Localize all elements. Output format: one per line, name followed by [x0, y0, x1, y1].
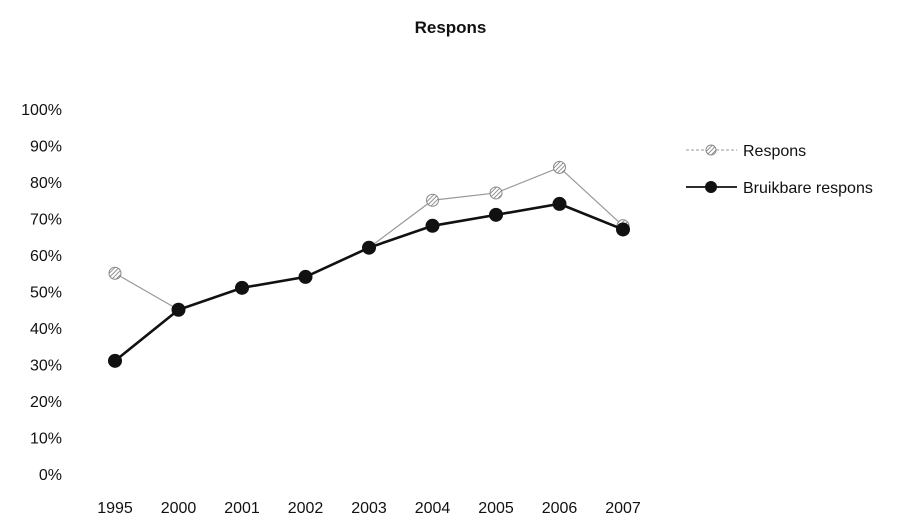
y-axis-tick-labels: 0% 10% 20% 30% 40% 50% 60% 70% 80% 90% 100%: [21, 102, 62, 484]
data-point: [235, 280, 249, 295]
data-point: [298, 269, 313, 284]
data-point: [108, 353, 122, 368]
legend-marker: [705, 144, 717, 156]
x-tick-label: 2007: [605, 500, 641, 517]
data-point: [108, 266, 122, 280]
legend-marker: [705, 181, 717, 193]
x-tick-label: 2004: [415, 500, 451, 517]
data-point: [425, 218, 440, 233]
data-point: [489, 186, 503, 200]
y-tick-label: 10%: [30, 431, 62, 448]
x-tick-label: 2002: [288, 500, 324, 517]
x-tick-label: 2003: [351, 500, 387, 517]
series-line-2: [114, 202, 624, 362]
legend: Respons Bruikbare respons: [686, 143, 873, 197]
legend-label: Respons: [743, 143, 806, 160]
chart-title: Respons: [414, 18, 487, 37]
y-tick-label: 100%: [21, 102, 62, 119]
series-layer: [108, 160, 630, 368]
x-axis-tick-labels: 1995 2000 2001 2002 2003 2004 2005 2006 2007: [97, 500, 641, 517]
x-tick-label: 2000: [161, 500, 197, 517]
data-point: [553, 160, 566, 174]
y-tick-label: 50%: [30, 285, 62, 302]
data-point: [616, 222, 630, 237]
y-tick-label: 90%: [30, 139, 62, 156]
x-tick-label: 2006: [542, 500, 578, 517]
y-tick-label: 30%: [30, 358, 62, 375]
y-tick-label: 70%: [30, 212, 62, 229]
y-tick-label: 20%: [30, 394, 62, 411]
data-point: [426, 193, 439, 207]
data-point: [362, 240, 376, 255]
y-tick-label: 0%: [39, 467, 62, 484]
x-tick-label: 2005: [478, 500, 514, 517]
data-point: [171, 302, 186, 317]
y-tick-label: 40%: [30, 321, 62, 338]
y-tick-label: 80%: [30, 175, 62, 192]
x-tick-label: 2001: [224, 500, 260, 517]
y-tick-label: 60%: [30, 248, 62, 265]
legend-label: Bruikbare respons: [743, 180, 873, 197]
x-tick-label: 1995: [97, 500, 133, 517]
data-point: [489, 207, 503, 222]
series-line-1: [114, 166, 624, 311]
data-point: [552, 196, 567, 211]
